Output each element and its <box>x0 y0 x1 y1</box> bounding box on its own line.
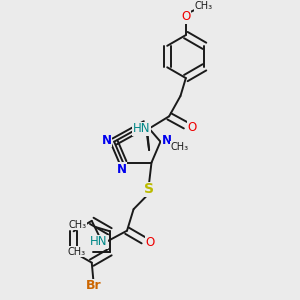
Text: O: O <box>188 121 197 134</box>
Text: O: O <box>146 236 154 249</box>
Text: O: O <box>181 10 190 23</box>
Text: S: S <box>144 182 154 197</box>
Text: CH₃: CH₃ <box>171 142 189 152</box>
Text: Br: Br <box>85 280 101 292</box>
Text: N: N <box>102 134 112 147</box>
Text: N: N <box>117 163 127 176</box>
Text: N: N <box>162 134 172 147</box>
Text: CH₃: CH₃ <box>68 220 87 230</box>
Text: HN: HN <box>90 235 107 248</box>
Text: CH₃: CH₃ <box>67 247 86 256</box>
Text: CH₃: CH₃ <box>195 1 213 11</box>
Text: HN: HN <box>133 122 150 135</box>
